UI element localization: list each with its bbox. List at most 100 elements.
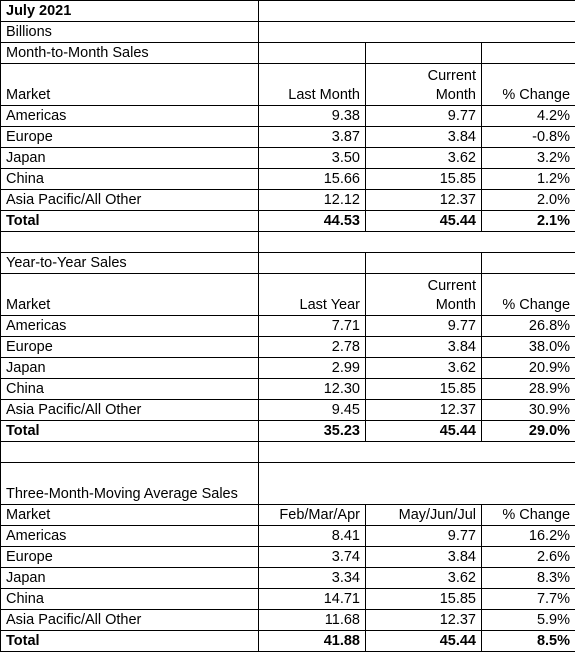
value-cell: 3.62: [365, 147, 482, 169]
market-name: Americas: [0, 525, 259, 547]
value-cell: 8.41: [258, 525, 366, 547]
market-name: Europe: [0, 126, 259, 148]
spacer-cell: [257, 231, 575, 253]
column-header-row: Market Feb/Mar/Apr May/Jun/Jul% Change: [0, 504, 575, 526]
total-row: Total 44.53 45.44 2.1%: [0, 210, 575, 232]
column-header: Market: [0, 273, 259, 316]
value-cell: 3.87: [258, 126, 366, 148]
data-row: China 14.71 15.85 7.7%: [0, 588, 575, 610]
total-row: Total 41.88 45.44 8.5%: [0, 630, 575, 652]
market-name: China: [0, 378, 259, 400]
data-row: Europe 2.78 3.84 38.0%: [0, 336, 575, 358]
section-title-blank: [365, 42, 482, 64]
value-cell: 15.85: [365, 588, 482, 610]
section-title-blank: [480, 252, 575, 274]
value-cell: 15.85: [365, 168, 482, 190]
column-header: May/Jun/Jul: [365, 504, 482, 526]
total-value: 45.44: [365, 630, 482, 652]
value-cell: 15.66: [258, 168, 366, 190]
market-name: China: [0, 168, 259, 190]
data-row: China 12.30 15.85 28.9%: [0, 378, 575, 400]
value-cell: 3.50: [258, 147, 366, 169]
total-label: Total: [0, 630, 259, 652]
data-row: Americas 8.41 9.77 16.2%: [0, 525, 575, 547]
data-row: Asia Pacific/All Other 11.68 12.37 5.9%: [0, 609, 575, 631]
column-header: Last Year: [258, 273, 366, 316]
value-cell: 3.84: [365, 546, 482, 568]
value-cell: 4.2%: [480, 105, 575, 127]
data-row: Asia Pacific/All Other 12.12 12.37 2.0%: [0, 189, 575, 211]
market-name: Japan: [0, 567, 259, 589]
section-title: Three-Month-Moving Average Sales: [0, 462, 259, 505]
value-cell: 3.62: [365, 357, 482, 379]
total-value: 41.88: [258, 630, 366, 652]
value-cell: 3.84: [365, 336, 482, 358]
market-name: China: [0, 588, 259, 610]
data-row: Europe 3.74 3.84 2.6%: [0, 546, 575, 568]
value-cell: 3.2%: [480, 147, 575, 169]
total-value: 29.0%: [480, 420, 575, 442]
value-cell: 3.84: [365, 126, 482, 148]
market-name: Americas: [0, 315, 259, 337]
column-header-row: Market Last Month Current Month% Change: [0, 63, 575, 106]
value-cell: 12.30: [258, 378, 366, 400]
value-cell: 9.77: [365, 525, 482, 547]
column-header: Feb/Mar/Apr: [258, 504, 366, 526]
market-name: Asia Pacific/All Other: [0, 189, 259, 211]
spacer-row: [0, 231, 575, 253]
column-header: Current Month: [365, 273, 482, 316]
spacer-cell: [0, 441, 259, 463]
market-name: Europe: [0, 546, 259, 568]
market-name: Japan: [0, 147, 259, 169]
value-cell: 9.45: [258, 399, 366, 421]
column-header: Market: [0, 63, 259, 106]
section-title-blank: [365, 252, 482, 274]
value-cell: 12.37: [365, 399, 482, 421]
total-value: 45.44: [365, 420, 482, 442]
value-cell: 26.8%: [480, 315, 575, 337]
section-title-blank: [257, 462, 575, 505]
data-row: Japan 3.50 3.62 3.2%: [0, 147, 575, 169]
column-header: Market: [0, 504, 259, 526]
data-row: Europe 3.87 3.84 -0.8%: [0, 126, 575, 148]
value-cell: 16.2%: [480, 525, 575, 547]
column-header: Current Month: [365, 63, 482, 106]
value-cell: 14.71: [258, 588, 366, 610]
value-cell: -0.8%: [480, 126, 575, 148]
total-value: 35.23: [258, 420, 366, 442]
total-label: Total: [0, 420, 259, 442]
value-cell: 3.62: [365, 567, 482, 589]
units-row-blank: [257, 21, 575, 43]
data-row: Americas 7.71 9.77 26.8%: [0, 315, 575, 337]
title-row: July 2021: [0, 0, 575, 22]
value-cell: 12.12: [258, 189, 366, 211]
section-title-blank: [258, 252, 366, 274]
data-row: Japan 2.99 3.62 20.9%: [0, 357, 575, 379]
value-cell: 38.0%: [480, 336, 575, 358]
column-header: % Change: [480, 504, 575, 526]
value-cell: 7.7%: [480, 588, 575, 610]
value-cell: 3.74: [258, 546, 366, 568]
section-title-row: Three-Month-Moving Average Sales: [0, 462, 575, 505]
section-title-blank: [258, 42, 366, 64]
value-cell: 20.9%: [480, 357, 575, 379]
market-name: Asia Pacific/All Other: [0, 609, 259, 631]
value-cell: 9.38: [258, 105, 366, 127]
total-value: 45.44: [365, 210, 482, 232]
section-title: Year-to-Year Sales: [0, 252, 259, 274]
value-cell: 15.85: [365, 378, 482, 400]
value-cell: 12.37: [365, 189, 482, 211]
value-cell: 28.9%: [480, 378, 575, 400]
value-cell: 12.37: [365, 609, 482, 631]
total-value: 8.5%: [480, 630, 575, 652]
value-cell: 9.77: [365, 315, 482, 337]
total-value: 2.1%: [480, 210, 575, 232]
value-cell: 2.78: [258, 336, 366, 358]
spacer-row: [0, 441, 575, 463]
value-cell: 7.71: [258, 315, 366, 337]
value-cell: 11.68: [258, 609, 366, 631]
value-cell: 2.0%: [480, 189, 575, 211]
data-row: China 15.66 15.85 1.2%: [0, 168, 575, 190]
spacer-cell: [0, 231, 259, 253]
